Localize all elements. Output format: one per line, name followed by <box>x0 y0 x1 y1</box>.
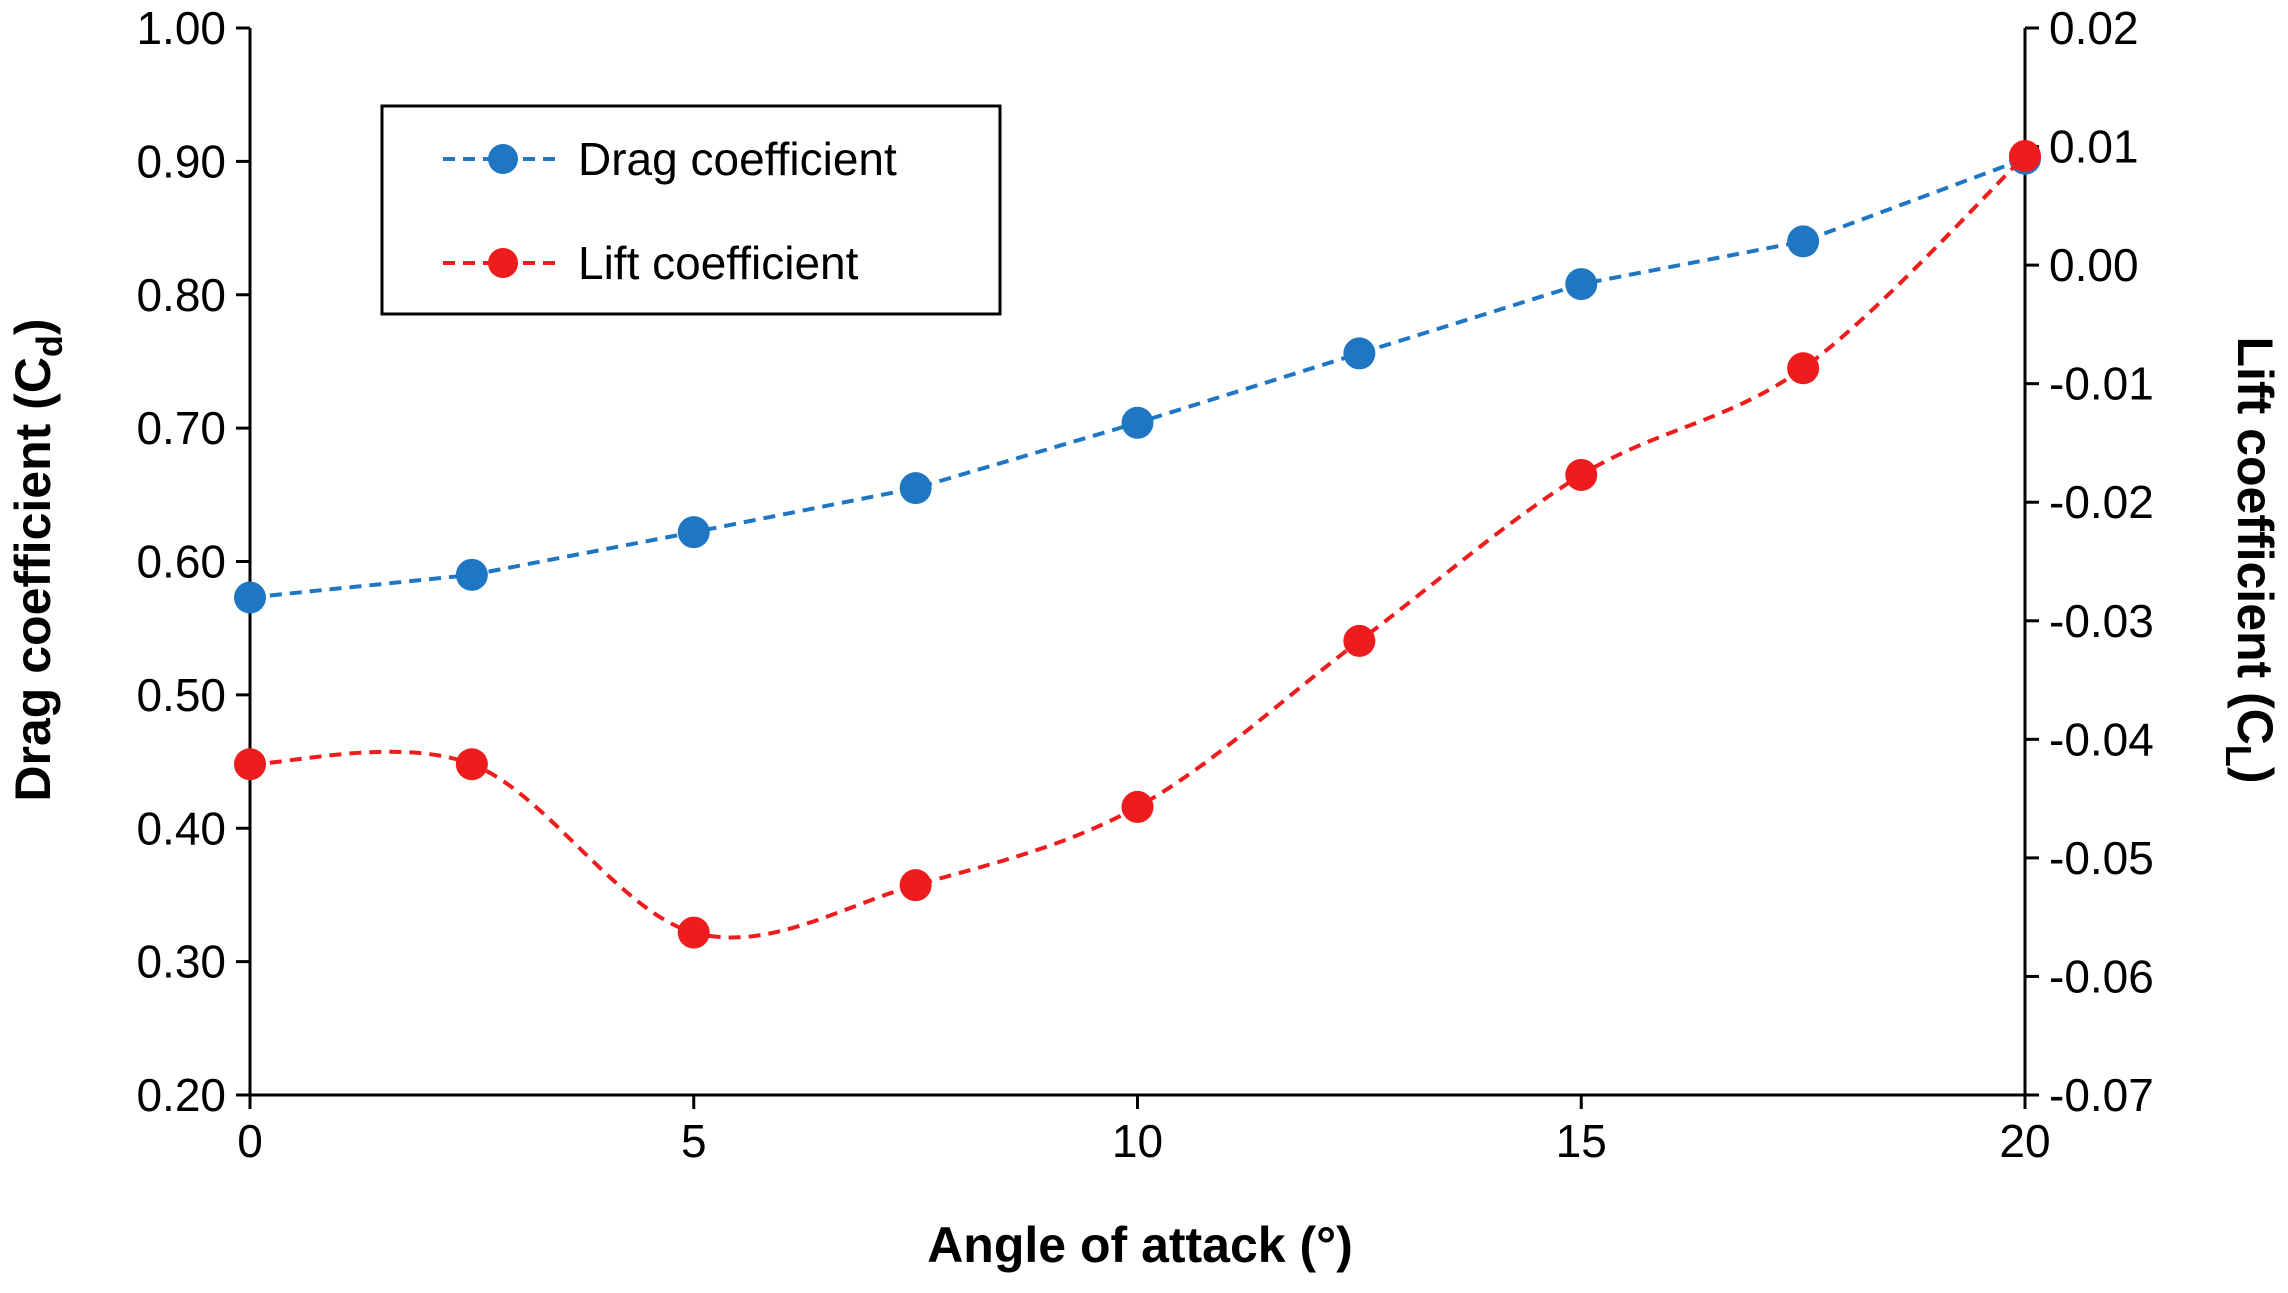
x-tick-label: 5 <box>681 1115 707 1167</box>
y-left-tick-label: 0.30 <box>136 936 226 988</box>
data-point-drag <box>1565 268 1598 301</box>
legend-lift-marker <box>488 248 518 278</box>
legend: Drag coefficient Lift coefficient <box>380 104 1002 316</box>
data-point-lift <box>2009 140 2041 173</box>
data-point-drag <box>1343 337 1376 370</box>
data-point-drag <box>899 472 932 505</box>
data-point-lift <box>1787 352 1820 385</box>
y-right-title-sub: L <box>2218 745 2259 767</box>
data-point-lift <box>455 748 488 781</box>
data-point-drag <box>455 558 488 591</box>
data-point-lift <box>1343 624 1376 657</box>
y-right-tick-label: 0.00 <box>2049 239 2139 291</box>
x-tick-label: 10 <box>1112 1115 1163 1167</box>
y-right-tick-label: -0.05 <box>2049 832 2154 884</box>
y-axis-right-title: Lift coefficient (CL) <box>2218 337 2283 784</box>
y-left-tick-label: 0.90 <box>136 135 226 187</box>
data-point-drag <box>1787 225 1820 258</box>
y-left-title-main: Drag coefficient (C <box>5 357 61 802</box>
data-point-lift <box>899 869 932 902</box>
y-right-title-close: ) <box>2227 767 2283 784</box>
y-left-tick-label: 0.40 <box>136 802 226 854</box>
y-right-tick-label: -0.03 <box>2049 595 2154 647</box>
x-tick-label: 0 <box>237 1115 263 1167</box>
y-left-tick-label: 1.00 <box>136 2 226 54</box>
y-left-tick-label: 0.50 <box>136 669 226 721</box>
y-right-tick-label: -0.01 <box>2049 358 2154 410</box>
y-left-tick-label: 0.70 <box>136 402 226 454</box>
data-point-drag <box>1121 406 1154 439</box>
legend-drag-label: Drag coefficient <box>578 133 897 185</box>
y-axis-left-title: Drag coefficient (Cd) <box>5 318 70 801</box>
y-left-tick-label: 0.20 <box>136 1069 226 1121</box>
y-left-title-sub: d <box>29 335 70 357</box>
y-right-tick-label: 0.01 <box>2049 121 2139 173</box>
data-point-drag <box>677 516 710 549</box>
data-point-lift <box>677 916 710 949</box>
x-axis-title: Angle of attack (°) <box>927 1217 1353 1273</box>
y-right-tick-label: -0.06 <box>2049 950 2154 1002</box>
data-point-lift <box>234 748 266 781</box>
data-point-drag <box>234 581 266 614</box>
data-point-lift <box>1565 458 1598 491</box>
legend-box <box>380 104 1002 316</box>
x-tick-label: 20 <box>1999 1115 2050 1167</box>
legend-lift-label: Lift coefficient <box>578 237 859 289</box>
axes-layer: 0 5 10 15 20 0.20 0.30 0.40 0.50 0.60 0.70 0.80 0.90… <box>136 2 2153 1167</box>
y-left-tick-label: 0.60 <box>136 536 226 588</box>
y-right-title-main: Lift coefficient (C <box>2227 337 2283 745</box>
series-layer <box>234 140 2041 949</box>
legend-drag-marker <box>488 144 518 174</box>
y-left-tick-label: 0.80 <box>136 269 226 321</box>
y-right-tick-label: 0.02 <box>2049 2 2139 54</box>
y-right-tick-label: -0.02 <box>2049 476 2154 528</box>
x-tick-label: 15 <box>1556 1115 1607 1167</box>
y-right-tick-label: -0.07 <box>2049 1069 2154 1121</box>
data-point-lift <box>1121 790 1154 823</box>
y-right-tick-label: -0.04 <box>2049 713 2154 765</box>
y-left-title-close: ) <box>5 318 61 335</box>
